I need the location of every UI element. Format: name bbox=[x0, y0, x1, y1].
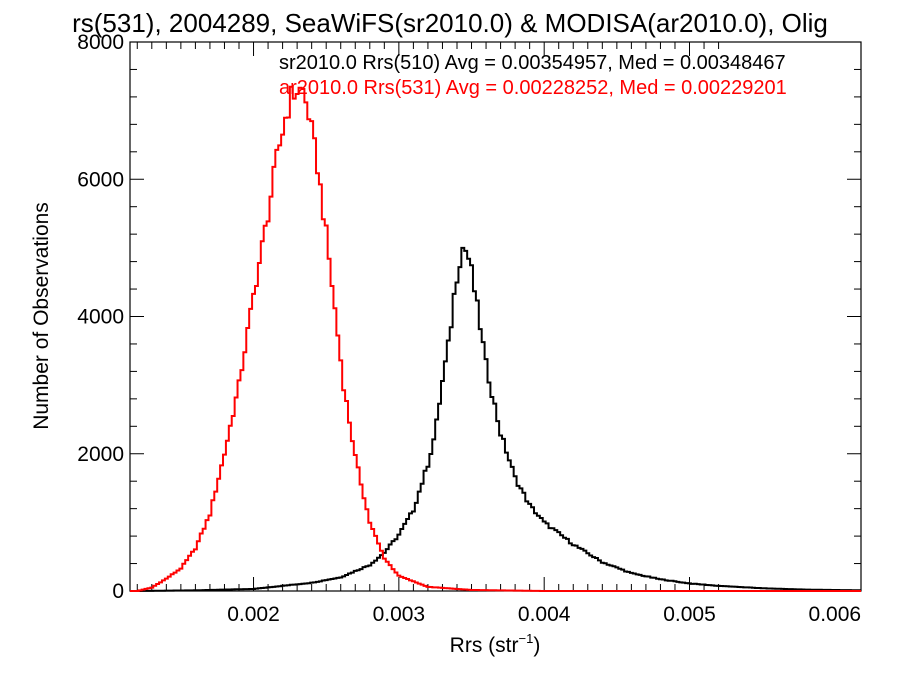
x-axis-label-sup: −1 bbox=[519, 631, 534, 646]
x-axis-label-end: ) bbox=[533, 634, 540, 657]
y-tick-label: 0 bbox=[112, 580, 124, 603]
chart-title: rs(531), 2004289, SeaWiFS(sr2010.0) & MO… bbox=[72, 8, 828, 38]
legend: sr2010.0 Rrs(510) Avg = 0.00354957, Med … bbox=[279, 52, 787, 99]
legend-entry-sr2010: sr2010.0 Rrs(510) Avg = 0.00354957, Med … bbox=[279, 52, 786, 74]
y-tick-label: 6000 bbox=[77, 168, 124, 191]
series-ar2010-line bbox=[130, 85, 861, 592]
legend-entry-ar2010: ar2010.0 Rrs(531) Avg = 0.00228252, Med … bbox=[279, 77, 787, 99]
plot-frame bbox=[129, 41, 862, 592]
y-tick-label: 8000 bbox=[77, 31, 124, 54]
x-axis-label-main: Rrs (str bbox=[450, 634, 519, 657]
x-tick-label: 0.003 bbox=[373, 603, 426, 626]
x-tick-label: 0.005 bbox=[663, 603, 716, 626]
series-sr2010-line bbox=[130, 246, 861, 592]
y-tick-label: 2000 bbox=[77, 443, 124, 466]
x-tick-label: 0.002 bbox=[227, 603, 280, 626]
x-axis-label: Rrs (str−1) bbox=[450, 631, 541, 657]
y-axis-label: Number of Observations bbox=[30, 202, 53, 430]
x-tick-label: 0.004 bbox=[518, 603, 571, 626]
x-tick-label: 0.006 bbox=[809, 603, 862, 626]
y-tick-label: 4000 bbox=[77, 306, 124, 329]
y-axis: 0 2000 4000 6000 8000 bbox=[77, 31, 861, 603]
plot-border bbox=[129, 41, 862, 592]
series-group bbox=[130, 85, 861, 592]
